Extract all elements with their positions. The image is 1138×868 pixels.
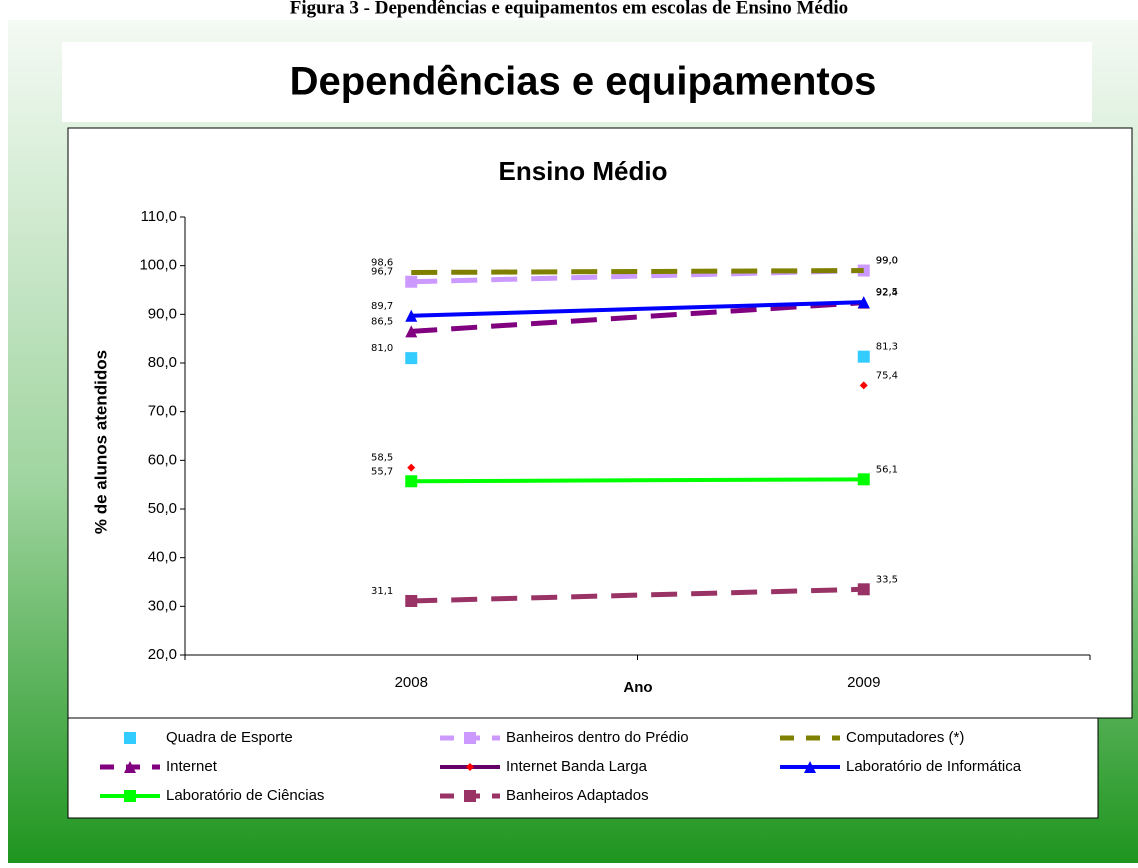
chart-title: Ensino Médio (499, 156, 668, 186)
legend-label: Banheiros dentro do Prédio (506, 729, 689, 746)
x-tick-label: 2008 (395, 674, 428, 691)
data-label: 56,1 (876, 464, 898, 475)
legend-label: Computadores (*) (846, 729, 964, 746)
marker (466, 763, 474, 771)
marker (407, 463, 416, 472)
marker (405, 594, 418, 607)
series-line (411, 268, 864, 275)
y-tick-label: 70,0 (148, 403, 177, 420)
series-line (411, 586, 864, 604)
legend-label: Quadra de Esporte (166, 729, 293, 746)
marker (857, 296, 870, 309)
legend-label: Banheiros Adaptados (506, 787, 649, 804)
data-label: 86,5 (371, 316, 393, 327)
marker (857, 583, 870, 596)
y-tick-label: 80,0 (148, 354, 177, 371)
data-label: 81,3 (876, 342, 898, 353)
legend-label: Internet Banda Larga (506, 758, 648, 775)
y-tick-label: 100,0 (139, 257, 177, 274)
data-label: 96,7 (371, 267, 393, 278)
marker (857, 473, 870, 486)
y-tick-label: 20,0 (148, 646, 177, 663)
data-label: 55,7 (371, 466, 393, 477)
legend-label: Laboratório de Ciências (166, 787, 324, 804)
data-label: 92,4 (876, 288, 898, 299)
legend: Quadra de Esporte Banheiros dentro do Pré… (100, 729, 1022, 804)
y-axis-title: % de alunos atendidos (91, 350, 110, 534)
marker (405, 475, 418, 488)
marker (857, 350, 870, 363)
banner: Dependências e equipamentos (290, 60, 877, 104)
data-label: 92,5 (876, 287, 898, 298)
x-axis-title: Ano (623, 679, 652, 696)
marker (405, 309, 418, 322)
marker (405, 325, 418, 338)
marker (804, 761, 816, 773)
y-tick-label: 50,0 (148, 500, 177, 517)
plot: 20,0 30,0 40,0 50,0 60,0 70,0 80,0 90,0 100,0 110… (139, 208, 1091, 691)
y-tick-label: 110,0 (141, 208, 177, 225)
legend-box (67, 717, 1099, 819)
marker (464, 732, 476, 744)
marker (859, 381, 868, 390)
legend-label: Laboratório de Informática (846, 758, 1022, 775)
y-tick-label: 30,0 (148, 597, 177, 614)
x-tick-label: 2009 (847, 674, 880, 691)
y-tick-label: 90,0 (148, 305, 177, 322)
y-tick-label: 40,0 (148, 549, 177, 566)
series-line (411, 300, 864, 318)
marker (124, 790, 136, 802)
legend-label: Internet (166, 758, 218, 775)
data-label: 75,4 (876, 370, 898, 381)
data-label: 99,0 (876, 256, 898, 267)
marker (464, 790, 476, 802)
banner-box (62, 42, 1092, 122)
chart-area (67, 127, 1133, 719)
data-label: 98,6 (371, 257, 393, 268)
data-label: 33,5 (876, 574, 898, 585)
data-label: 58,5 (371, 453, 393, 464)
data-label: 81,0 (371, 343, 393, 354)
marker (405, 352, 418, 365)
y-tick-label: 60,0 (148, 451, 177, 468)
marker (124, 761, 136, 773)
marker (405, 275, 418, 288)
series-line (411, 300, 864, 334)
data-label: 99,0 (876, 256, 898, 267)
caption: Figura 3 - Dependências e equipamentos e… (290, 0, 848, 18)
series-line (411, 477, 864, 484)
data-label: 89,7 (371, 301, 393, 312)
data-label: 31,1 (371, 586, 393, 597)
marker (124, 732, 136, 744)
